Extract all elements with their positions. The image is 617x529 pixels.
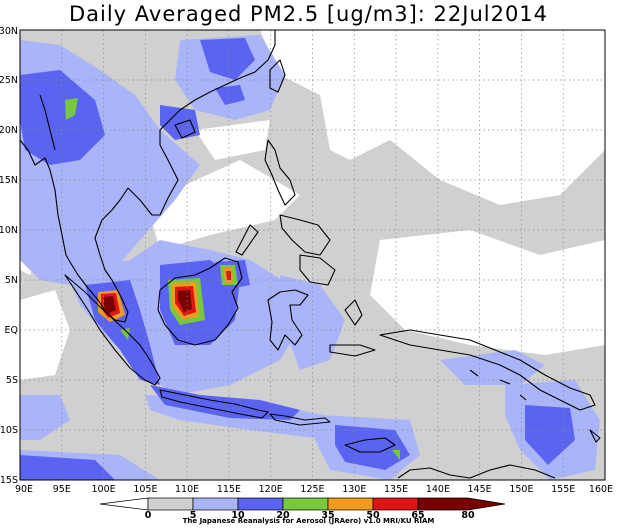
coast-malay-peninsula: [69, 187, 129, 323]
lat-label: 30N: [0, 26, 18, 37]
lon-label: 155E: [551, 484, 575, 495]
lon-label: 125E: [300, 484, 324, 495]
clean-area-west-pacific: [370, 230, 605, 355]
red-sabah: [226, 271, 231, 280]
colorbar-segment: [99, 497, 149, 511]
lon-label: 105E: [133, 484, 157, 495]
coast-lesser-sunda: [269, 413, 331, 426]
clean-area-south-china-sea: [150, 160, 300, 250]
lat-label: 5N: [5, 275, 18, 286]
lat-label: 15S: [0, 475, 18, 486]
lat-label: 10S: [0, 425, 18, 436]
coast-philippines-luzon: [264, 139, 296, 206]
lon-label: 145E: [468, 484, 492, 495]
colorbar-label: 5: [190, 510, 197, 521]
blue-arafura: [525, 405, 575, 465]
blue-myanmar: [20, 70, 105, 165]
colorbar-segment: [327, 497, 374, 511]
lat-label: 5S: [6, 375, 18, 386]
coastlines: [20, 30, 601, 479]
blue-timor: [335, 425, 410, 470]
colorbar-segment: [147, 497, 194, 511]
lon-label: 160E: [589, 484, 613, 495]
blue-hainan: [160, 105, 200, 140]
map-title: Daily Averaged PM2.5 [ug/m3]: 22Jul2014: [68, 2, 549, 26]
colorbar-label: 10: [231, 510, 245, 521]
colorbar-label: 0: [145, 510, 152, 521]
coast-pacific-islets: [469, 369, 527, 401]
coast-halmahera: [344, 299, 363, 326]
coast-india-myanmar: [20, 139, 71, 263]
coast-taiwan: [269, 59, 286, 93]
lon-label: 110E: [175, 484, 199, 495]
coast-solomons: [589, 429, 601, 443]
longitude-labels: 90E 95E 100E 105E 110E 115E 120E 125E 13…: [15, 484, 613, 495]
blue-guangdong: [200, 38, 255, 80]
latitude-labels: 15S 10S 5S EQ 5N 10N 15N 20N 25N 30N: [0, 26, 18, 486]
coast-sulawesi: [267, 289, 309, 351]
colorbar-label: 20: [276, 510, 290, 521]
lon-label: 100E: [92, 484, 116, 495]
colorbar-labels: 0 5 10 20 35 50 65 80: [145, 510, 475, 521]
colorbar-segment: [192, 497, 239, 511]
lat-label: 25N: [0, 75, 18, 86]
coast-sumatra: [64, 274, 161, 386]
light-blue-new-guinea: [440, 350, 545, 385]
lon-label: 135E: [384, 484, 408, 495]
clean-area-north-pacific: [260, 30, 605, 205]
coast-java: [159, 389, 269, 419]
color-bar: [99, 497, 506, 511]
blue-southwest-edge: [20, 455, 115, 480]
colorbar-label: 50: [366, 510, 380, 521]
colorbar-label: 35: [321, 510, 334, 521]
coast-palawan: [235, 224, 259, 256]
blue-taiwan-coast: [215, 85, 245, 105]
colorbar-segment: [417, 497, 506, 511]
concentration-fields: [20, 30, 605, 480]
coast-hainan: [174, 119, 196, 139]
coast-mindanao: [299, 254, 336, 286]
lon-label: 120E: [259, 484, 283, 495]
lon-label: 130E: [342, 484, 366, 495]
dark-red-borneo: [178, 290, 192, 312]
credit-text: The Japanese Reanalysis for Aerosol (JRA…: [182, 517, 435, 525]
coast-new-guinea: [379, 329, 596, 411]
light-blue-west-sumatra: [20, 395, 70, 440]
coast-timor: [344, 437, 396, 453]
coast-australia-north: [397, 464, 556, 479]
lat-label: EQ: [5, 325, 18, 336]
coast-indochina: [127, 30, 276, 216]
grid-lines: [20, 30, 605, 480]
dark-red-sumatra: [104, 296, 116, 314]
lon-label: 140E: [426, 484, 450, 495]
lon-label: 95E: [53, 484, 71, 495]
coast-philippines-visayas: [279, 214, 331, 256]
colorbar-label: 80: [461, 510, 475, 521]
coast-myanmar-west: [39, 94, 56, 151]
coast-seram-buru: [329, 344, 376, 357]
clean-area-andaman: [20, 290, 70, 380]
map-frame: [19, 29, 606, 481]
coast-borneo: [157, 257, 243, 346]
colorbar-segment: [237, 497, 284, 511]
lat-label: 20N: [0, 125, 18, 136]
lon-label: 115E: [217, 484, 241, 495]
lon-label: 90E: [15, 484, 33, 495]
lat-label: 15N: [0, 175, 18, 186]
colorbar-segment: [372, 497, 419, 511]
lat-label: 10N: [0, 225, 18, 236]
colorbar-label: 65: [411, 510, 424, 521]
lon-label: 150E: [509, 484, 533, 495]
green-sumatra: [120, 328, 130, 340]
green-myanmar: [65, 98, 78, 120]
colorbar-segment: [282, 497, 329, 511]
green-timor: [392, 450, 400, 460]
